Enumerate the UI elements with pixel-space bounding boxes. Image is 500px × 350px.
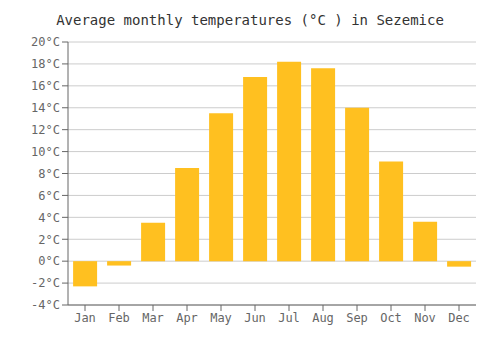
svg-text:-2°C: -2°C — [31, 276, 60, 290]
svg-text:Aug: Aug — [312, 311, 334, 325]
svg-text:Jun: Jun — [244, 311, 266, 325]
svg-text:Jul: Jul — [278, 311, 300, 325]
svg-text:Feb: Feb — [108, 311, 130, 325]
svg-text:6°C: 6°C — [38, 189, 60, 203]
html-text:Average monthly temperatures (: Average monthly temperatures (°C ) in Se… — [56, 12, 444, 28]
svg-text:Apr: Apr — [176, 311, 198, 325]
svg-text:Dec: Dec — [448, 311, 470, 325]
svg-text:Jan: Jan — [74, 311, 96, 325]
svg-text:4°C: 4°C — [38, 211, 60, 225]
svg-text:2°C: 2°C — [38, 233, 60, 247]
svg-text:14°C: 14°C — [31, 101, 60, 115]
svg-text:-4°C: -4°C — [31, 298, 60, 312]
svg-text:18°C: 18°C — [31, 57, 60, 71]
svg-text:Nov: Nov — [414, 311, 436, 325]
svg-text:Mar: Mar — [142, 311, 164, 325]
svg-text:May: May — [210, 311, 232, 325]
svg-text:0°C: 0°C — [38, 254, 60, 268]
svg-text:8°C: 8°C — [38, 167, 60, 181]
svg-text:Oct: Oct — [380, 311, 402, 325]
svg-text:20°C: 20°C — [31, 35, 60, 49]
svg-text:12°C: 12°C — [31, 123, 60, 137]
svg-text:Sep: Sep — [346, 311, 368, 325]
svg-text:16°C: 16°C — [31, 79, 60, 93]
svg-text:10°C: 10°C — [31, 145, 60, 159]
